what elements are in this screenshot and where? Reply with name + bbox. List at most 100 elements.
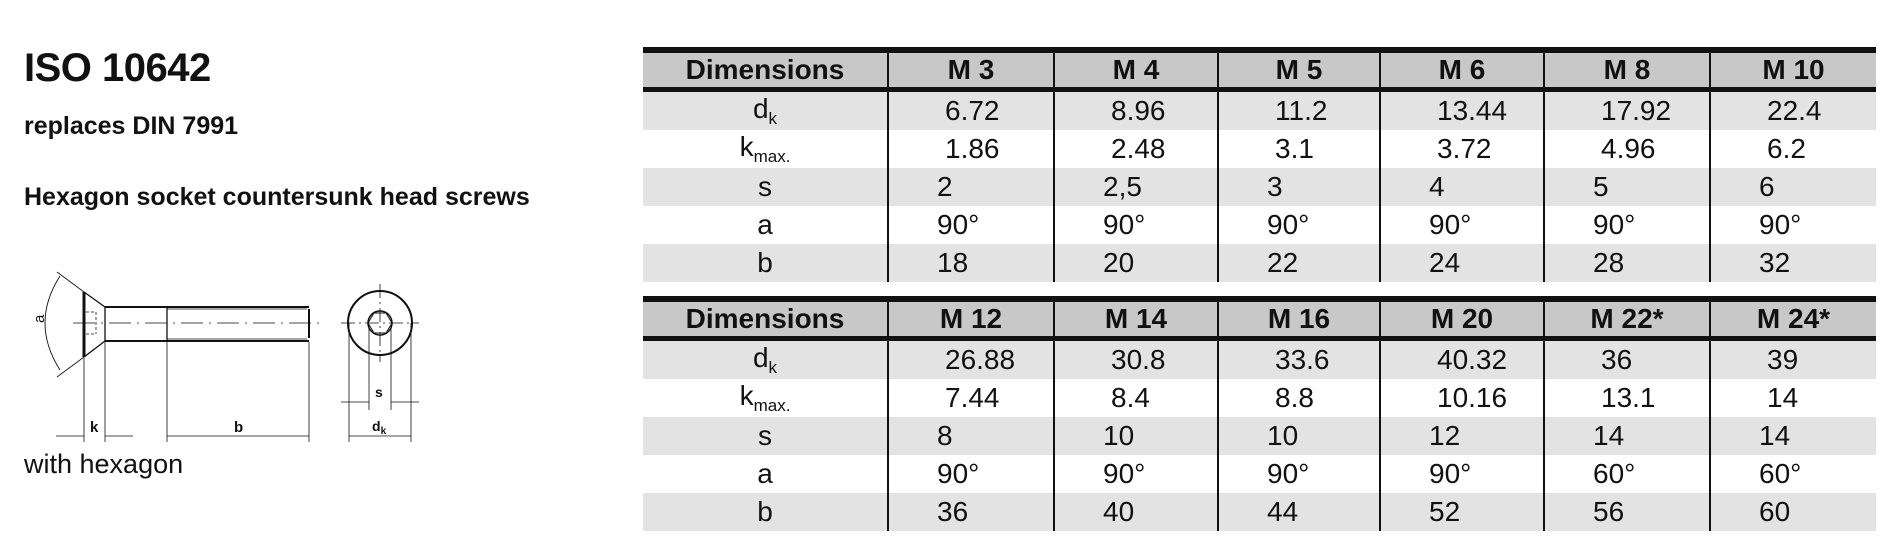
row-label: b (643, 493, 888, 531)
table-cell: 17.92 (1543, 89, 1710, 130)
table-cell: 90° (1543, 206, 1710, 244)
table-cell: 1.86 (887, 130, 1054, 168)
screw-drawing: a k b s dk (31, 271, 419, 442)
table-cell: 90° (887, 455, 1054, 493)
table-cell: 20 (1053, 244, 1218, 282)
dimension-s-label: s (375, 384, 383, 400)
table-cell: 7.44 (887, 379, 1054, 417)
table-row: a 90° 90° 90° 90° 90° 90° (643, 206, 1876, 244)
table-cell: 22 (1217, 244, 1380, 282)
table-cell: 18 (887, 244, 1054, 282)
table-cell: 39 (1709, 338, 1876, 379)
column-header-size: M 16 (1217, 296, 1380, 341)
table-cell: 6 (1709, 168, 1876, 206)
table-cell: 44 (1217, 493, 1380, 531)
row-label-subscript: k (768, 358, 778, 377)
table-cell: 90° (1379, 455, 1544, 493)
table-cell: 26.88 (887, 338, 1054, 379)
row-label-main: b (757, 247, 773, 278)
product-description: Hexagon socket countersunk head screws (24, 183, 530, 211)
dimensions-table-2: Dimensions M 12 M 14 M 16 M 20 M 22* M 24* dk 2… (643, 296, 1876, 531)
angle-a-label: a (31, 314, 48, 323)
table-cell: 30.8 (1053, 338, 1218, 379)
table-cell: 90° (887, 206, 1054, 244)
column-header-size: M 12 (887, 296, 1054, 341)
table-cell: 36 (887, 493, 1054, 531)
table-cell: 90° (1053, 206, 1218, 244)
table-cell: 60 (1709, 493, 1876, 531)
table-cell: 6.2 (1709, 130, 1876, 168)
table-cell: 32 (1709, 244, 1876, 282)
column-header-dimensions: Dimensions (643, 296, 888, 341)
table-header-row: Dimensions M 12 M 14 M 16 M 20 M 22* M 24* (643, 296, 1876, 341)
column-header-size: M 6 (1379, 47, 1544, 92)
row-label: dk (643, 89, 888, 130)
table-cell: 2,5 (1053, 168, 1218, 206)
table-cell: 90° (1217, 455, 1380, 493)
row-label: a (643, 206, 888, 244)
row-label-subscript: k (768, 109, 778, 128)
table-cell: 90° (1053, 455, 1218, 493)
table-cell: 40 (1053, 493, 1218, 531)
table-cell: 33.6 (1217, 338, 1380, 379)
table-cell: 4.96 (1543, 130, 1710, 168)
row-label-subscript: max. (753, 396, 791, 415)
table-cell: 56 (1543, 493, 1710, 531)
row-label-main: d (752, 93, 769, 124)
row-label-main: a (757, 458, 773, 489)
row-label: kmax. (643, 379, 888, 417)
column-header-size: M 8 (1543, 47, 1710, 92)
row-label: s (643, 417, 888, 455)
row-label-subscript: max. (753, 147, 791, 166)
row-label-main: b (757, 496, 773, 527)
row-label: a (643, 455, 888, 493)
row-label: dk (643, 338, 888, 379)
column-header-size: M 22* (1543, 296, 1710, 341)
screw-side-view: a k b (31, 271, 320, 442)
row-label: b (643, 244, 888, 282)
table-cell: 2.48 (1053, 130, 1218, 168)
table-row: dk 6.72 8.96 11.2 13.44 17.92 22.4 (643, 89, 1876, 130)
table-cell: 14 (1709, 379, 1876, 417)
table-cell: 3.1 (1217, 130, 1380, 168)
table-cell: 13.1 (1543, 379, 1710, 417)
table-cell: 8.8 (1217, 379, 1380, 417)
row-label-main: s (758, 420, 772, 451)
table-cell: 10.16 (1379, 379, 1544, 417)
table-cell: 12 (1379, 417, 1544, 455)
table-cell: 52 (1379, 493, 1544, 531)
table-cell: 90° (1709, 206, 1876, 244)
table-cell: 2 (887, 168, 1054, 206)
table-cell: 13.44 (1379, 89, 1544, 130)
table-row: s 8 10 10 12 14 14 (643, 417, 1876, 455)
column-header-size: M 4 (1053, 47, 1218, 92)
row-label-main: s (758, 171, 772, 202)
table-cell: 8 (887, 417, 1054, 455)
table-cell: 5 (1543, 168, 1710, 206)
table-row: s 2 2,5 3 4 5 6 (643, 168, 1876, 206)
table-row: a 90° 90° 90° 90° 60° 60° (643, 455, 1876, 493)
table-cell: 36 (1543, 338, 1710, 379)
drawing-caption: with hexagon (24, 449, 184, 479)
table-cell: 3.72 (1379, 130, 1544, 168)
replaces-note: replaces DIN 7991 (24, 112, 239, 140)
dk-sub: k (381, 426, 387, 437)
table-cell: 10 (1217, 417, 1380, 455)
column-header-size: M 5 (1217, 47, 1380, 92)
row-label: s (643, 168, 888, 206)
row-label-main: k (739, 131, 754, 162)
dimension-k-label: k (90, 419, 99, 436)
table-row: b 36 40 44 52 56 60 (643, 493, 1876, 531)
column-header-size: M 10 (1709, 47, 1876, 92)
row-label: kmax. (643, 130, 888, 168)
table-row: kmax. 7.44 8.4 8.8 10.16 13.1 14 (643, 379, 1876, 417)
table-cell: 60° (1709, 455, 1876, 493)
table-cell: 10 (1053, 417, 1218, 455)
column-header-size: M 3 (887, 47, 1054, 92)
column-header-dimensions: Dimensions (643, 47, 888, 92)
table-cell: 4 (1379, 168, 1544, 206)
table-cell: 8.4 (1053, 379, 1218, 417)
screw-head-top-view: s dk (341, 284, 419, 442)
column-header-size: M 24* (1709, 296, 1876, 341)
